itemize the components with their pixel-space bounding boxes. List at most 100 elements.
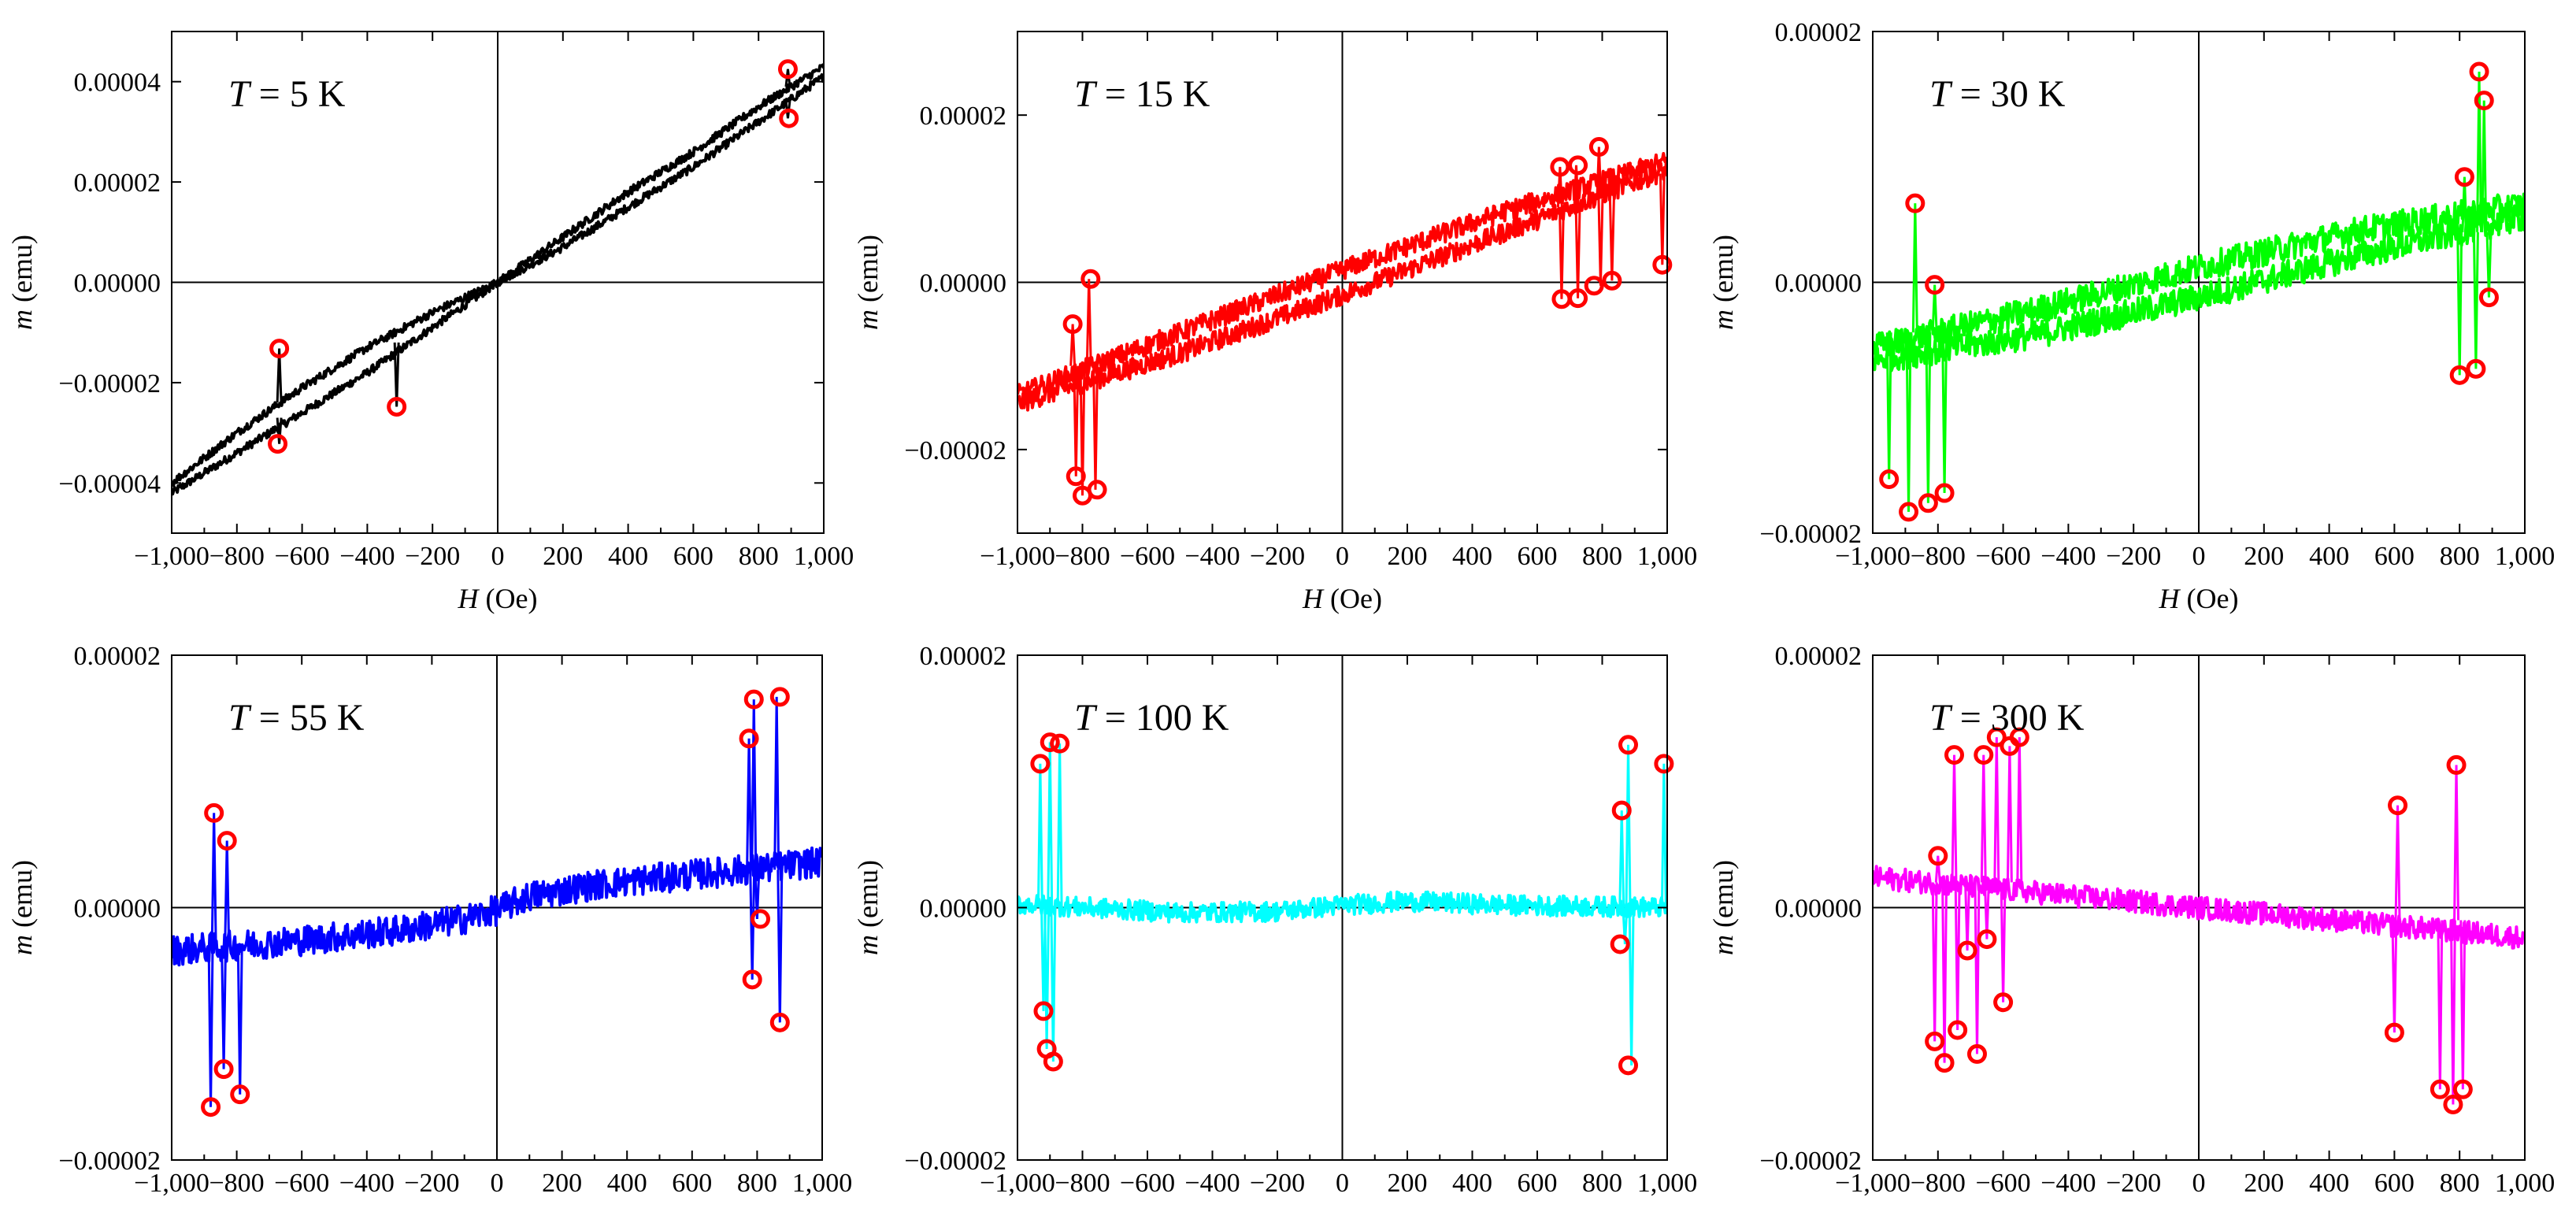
y-tick-label: −0.00002 bbox=[58, 369, 161, 398]
outlier-marker bbox=[1944, 745, 1964, 765]
plot-area bbox=[172, 32, 824, 533]
data-spike bbox=[236, 945, 243, 1095]
data-spike bbox=[749, 869, 756, 980]
data-series-branch-up bbox=[1873, 865, 2525, 950]
y-tick-label: 0.00002 bbox=[1775, 18, 1863, 47]
y-tick-label: 0.00002 bbox=[1775, 642, 1863, 671]
outlier-marker bbox=[1977, 929, 1997, 950]
data-spike bbox=[1043, 907, 1051, 1050]
x-tick-label: 600 bbox=[673, 542, 713, 571]
data-spike bbox=[2449, 920, 2456, 1105]
outlier-marker bbox=[1080, 269, 1101, 289]
panel-title: T = 5 K bbox=[228, 73, 346, 115]
outlier-marker bbox=[2469, 61, 2489, 82]
outlier-marker bbox=[1899, 502, 1919, 522]
outlier-marker bbox=[2466, 358, 2486, 379]
data-series-branch-up bbox=[1017, 890, 1667, 924]
outlier-marker bbox=[2384, 1022, 2404, 1043]
x-tick-label: 400 bbox=[2309, 1169, 2349, 1198]
y-axis-label: m (emu) bbox=[852, 860, 884, 955]
y-tick-label: −0.00004 bbox=[58, 469, 161, 498]
y-axis-label-unit: (emu) bbox=[6, 235, 38, 309]
data-spike bbox=[754, 869, 761, 919]
data-spike bbox=[1556, 166, 1563, 208]
y-tick-label: 0.00004 bbox=[74, 69, 161, 98]
y-axis-label-unit: (emu) bbox=[1707, 235, 1739, 309]
chart-panel: −1,000 −800 −600 −400 −200 0 200 400 600 800 1,000… bbox=[6, 642, 852, 1198]
y-tick-label: 0.00000 bbox=[1775, 895, 1863, 924]
outlier-marker bbox=[751, 909, 771, 929]
outlier-marker bbox=[1925, 1031, 1945, 1051]
outlier-marker bbox=[743, 689, 764, 710]
y-tick-label: 0.00000 bbox=[74, 895, 161, 924]
x-tick-label: −600 bbox=[1120, 1169, 1175, 1198]
panel-title-rest: = 5 K bbox=[250, 73, 346, 115]
x-tick-label: −800 bbox=[1911, 1169, 1966, 1198]
outlier-marker bbox=[1966, 1043, 1987, 1064]
outlier-marker bbox=[1934, 1053, 1955, 1073]
outlier-marker bbox=[742, 969, 762, 990]
data-spike bbox=[2000, 882, 2007, 1002]
data-spike bbox=[2394, 805, 2401, 921]
data-spike bbox=[1073, 365, 1080, 476]
data-series-branch-down bbox=[1873, 192, 2525, 356]
x-tick-label: 800 bbox=[737, 1169, 777, 1198]
y-tick-label: 0.00000 bbox=[920, 269, 1007, 298]
panel-title-var: T bbox=[1074, 73, 1098, 115]
data-spike bbox=[1092, 365, 1099, 490]
data-series-branch-up bbox=[172, 846, 822, 967]
panel-title-var: T bbox=[228, 73, 252, 115]
y-tick-label: 0.00002 bbox=[74, 169, 161, 198]
data-spike bbox=[1905, 332, 1912, 512]
y-axis-label-unit: (emu) bbox=[6, 860, 38, 935]
x-tick-label: 0 bbox=[491, 1169, 504, 1198]
x-tick-label: 600 bbox=[672, 1169, 712, 1198]
panel-title: T = 15 K bbox=[1074, 73, 1210, 115]
y-axis-label-unit: (emu) bbox=[852, 860, 884, 935]
y-tick-label: 0.00002 bbox=[920, 102, 1007, 131]
outlier-marker bbox=[1033, 1001, 1054, 1021]
y-axis-label-var: m bbox=[6, 309, 38, 330]
x-axis-label-unit: (Oe) bbox=[479, 583, 538, 614]
data-spike bbox=[1983, 882, 1990, 939]
x-tick-label: 600 bbox=[2374, 1169, 2415, 1198]
x-tick-label: 1,000 bbox=[1637, 542, 1698, 571]
outlier-marker bbox=[1584, 276, 1604, 296]
data-spike bbox=[1608, 198, 1615, 281]
panel-title: T = 55 K bbox=[228, 697, 365, 739]
outlier-marker bbox=[1618, 1055, 1638, 1076]
x-tick-label: 800 bbox=[1582, 542, 1622, 571]
data-spike bbox=[1964, 882, 1971, 951]
x-tick-label: 600 bbox=[1518, 542, 1558, 571]
x-tick-label: 200 bbox=[543, 542, 583, 571]
x-tick-label: −200 bbox=[2106, 542, 2161, 571]
x-tick-label: 800 bbox=[2440, 1169, 2480, 1198]
x-tick-label: 400 bbox=[2309, 542, 2349, 571]
x-tick-label: −400 bbox=[1184, 542, 1240, 571]
chart-panel: −1,000 −800 −600 −400 −200 0 200 400 600 800 1,000… bbox=[1707, 18, 2555, 614]
outlier-marker bbox=[1654, 754, 1674, 774]
outlier-marker bbox=[1957, 940, 1977, 961]
x-tick-label: 1,000 bbox=[2495, 542, 2556, 571]
outlier-marker bbox=[2430, 1079, 2450, 1099]
data-spike bbox=[276, 417, 283, 444]
x-tick-label: −1,000 bbox=[980, 1169, 1055, 1198]
outlier-marker bbox=[1050, 733, 1070, 754]
panel-title-var: T bbox=[1074, 697, 1098, 739]
outlier-marker bbox=[2388, 795, 2408, 816]
x-tick-label: −800 bbox=[209, 1169, 265, 1198]
outlier-marker bbox=[1934, 483, 1955, 503]
x-tick-label: −400 bbox=[339, 542, 395, 571]
outlier-marker bbox=[1588, 137, 1609, 158]
data-spike bbox=[751, 699, 758, 870]
panel-title-rest: = 300 K bbox=[1951, 697, 2085, 739]
x-tick-label: 800 bbox=[739, 542, 779, 571]
x-tick-label: −600 bbox=[274, 1169, 329, 1198]
x-tick-label: 200 bbox=[542, 1169, 582, 1198]
panel-title: T = 30 K bbox=[1929, 73, 2066, 115]
outlier-marker bbox=[1611, 800, 1632, 821]
x-tick-label: 400 bbox=[607, 1169, 647, 1198]
x-tick-label: 800 bbox=[1582, 1169, 1622, 1198]
data-spike bbox=[221, 945, 228, 1069]
